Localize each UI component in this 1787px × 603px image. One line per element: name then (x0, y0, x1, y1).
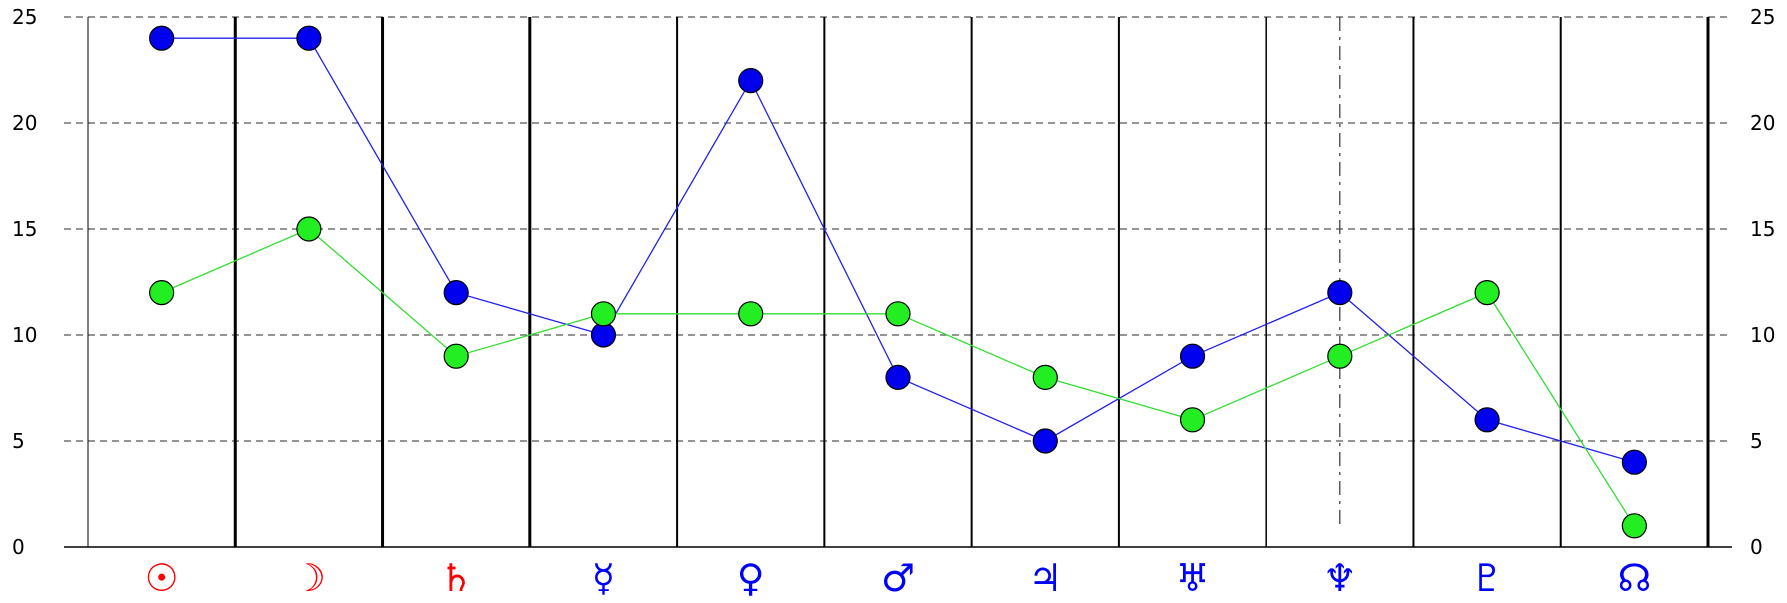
y-tick-label-right: 0 (1750, 535, 1763, 559)
series-2-point (296, 216, 322, 242)
category-symbol-node: ☊ (1617, 556, 1651, 600)
series-1-point (1474, 407, 1500, 433)
y-tick-label-left: 0 (12, 535, 25, 559)
category-symbol-mars: ♂ (881, 556, 915, 600)
category-symbol-jupiter: ♃ (1028, 556, 1062, 600)
series-layer (149, 25, 1647, 539)
y-tick-label-left: 20 (12, 111, 37, 135)
series-1-point (1327, 280, 1353, 306)
category-symbol-uranus: ♅ (1176, 556, 1210, 600)
series-1-point (590, 322, 617, 348)
category-symbol-saturn: ♄ (439, 556, 473, 600)
y-tick-label-right: 5 (1750, 429, 1763, 453)
series-1-point (738, 67, 764, 94)
category-dividers (87, 17, 1710, 547)
series-1-point (296, 25, 322, 51)
series-2-point (885, 301, 911, 327)
series-1-point (443, 280, 469, 306)
tick-labels: 0 0 5 5 10 10 15 15 20 20 25 25 (12, 5, 1775, 559)
series-1-point (1621, 449, 1647, 475)
y-tick-label-right: 20 (1750, 111, 1775, 135)
series-1-point (885, 364, 911, 390)
y-tick-label-left: 5 (12, 429, 25, 453)
y-tick-label-right: 15 (1750, 217, 1775, 241)
series-2-point (1621, 513, 1647, 539)
grid (64, 16, 1732, 442)
series-2-point (149, 280, 175, 306)
y-tick-label-left: 15 (12, 217, 37, 241)
series-1-point (1032, 428, 1058, 454)
series-1-point (149, 25, 175, 51)
series-2-point (1032, 364, 1058, 390)
series-2-point (1474, 280, 1500, 306)
category-symbol-venus: ♀ (737, 556, 765, 600)
category-symbols: ☉ ☽ ♄ ☿ ♀ ♂ ♃ ♅ ♆ ♇ ☊ (145, 556, 1652, 600)
y-tick-label-left: 25 (12, 5, 37, 29)
category-symbol-mercury: ☿ (592, 556, 615, 600)
series-2-point (738, 301, 764, 327)
category-symbol-moon: ☽ (292, 556, 326, 600)
series-2-point (1327, 343, 1353, 369)
y-tick-label-right: 10 (1750, 323, 1775, 347)
category-symbol-pluto: ♇ (1470, 556, 1504, 600)
series-2-point (590, 301, 617, 327)
series-2-point (1179, 407, 1206, 433)
y-tick-label-right: 25 (1750, 5, 1775, 29)
series-2-point (443, 343, 469, 369)
y-tick-label-left: 10 (12, 323, 37, 347)
category-symbol-neptune: ♆ (1323, 556, 1357, 600)
category-symbol-sun: ☉ (145, 556, 179, 600)
series-1-point (1179, 343, 1206, 369)
